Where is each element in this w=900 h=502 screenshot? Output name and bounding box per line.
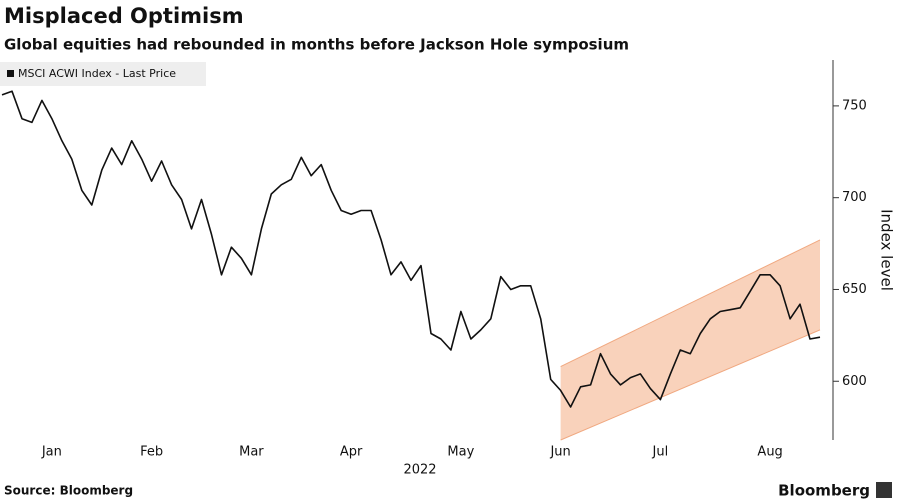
brand: Bloomberg (778, 482, 870, 500)
x-tick-label: Mar (239, 445, 264, 460)
x-tick-label: Jul (652, 445, 669, 460)
brand-icon (876, 482, 892, 498)
source: Source: Bloomberg (4, 484, 133, 498)
legend-label: MSCI ACWI Index - Last Price (18, 67, 176, 80)
price-line (1, 90, 821, 408)
channel-lower (560, 329, 821, 441)
x-tick-label: Aug (757, 445, 782, 460)
x-tick-label: Jun (549, 445, 570, 460)
legend-swatch (7, 70, 14, 77)
y-axis-label: Index level (878, 209, 896, 291)
legend-box (0, 62, 206, 86)
x-tick-label: Jan (41, 445, 62, 460)
chart-subtitle: Global equities had rebounded in months … (4, 36, 629, 54)
y-tick-label: 600 (842, 374, 867, 389)
channel-band (560, 239, 820, 440)
y-tick-label: 750 (842, 98, 867, 113)
x-tick-label: May (447, 445, 474, 460)
x-tick-label: Apr (340, 445, 363, 460)
y-tick-label: 650 (842, 282, 867, 297)
channel-upper (560, 239, 821, 368)
y-tick-label: 700 (842, 190, 867, 205)
x-axis-label: 2022 (403, 463, 436, 478)
x-tick-label: Feb (140, 445, 163, 460)
chart-title: Misplaced Optimism (4, 4, 244, 28)
